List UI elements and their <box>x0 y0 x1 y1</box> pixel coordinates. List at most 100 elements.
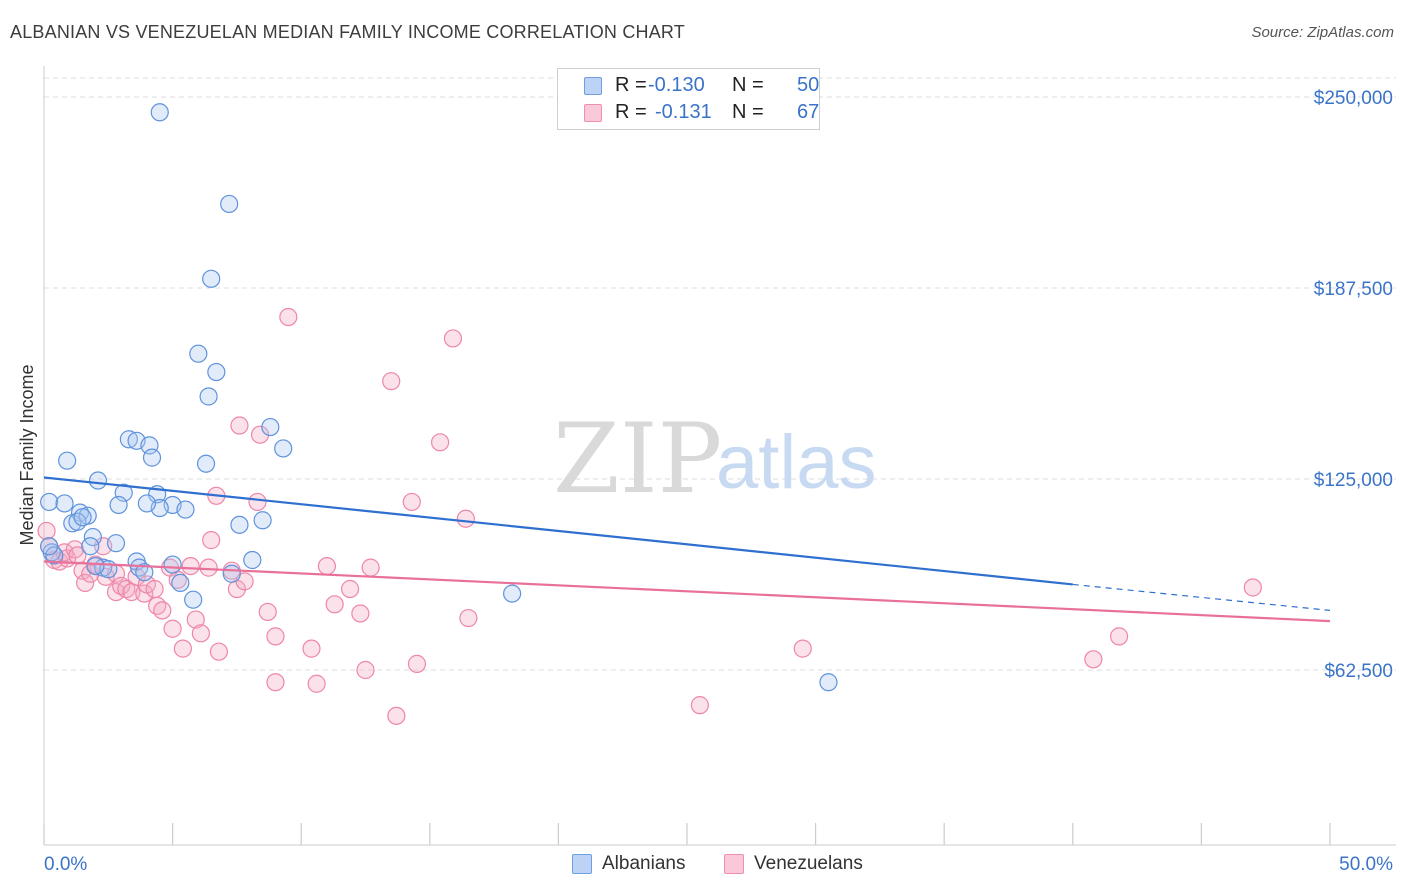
venezuelan-point <box>266 673 285 692</box>
albanian-point <box>135 563 154 582</box>
source-label: Source: ZipAtlas.com <box>1251 24 1394 41</box>
venezuelan-point <box>351 604 370 623</box>
x-tick-label: 0.0% <box>44 854 87 875</box>
venezuelan-point <box>340 579 360 599</box>
albanian-point <box>253 511 272 530</box>
venezuelan-point <box>186 610 205 629</box>
albanian-point <box>176 500 195 519</box>
x-tick-labels: 0.0% 50.0% <box>44 854 1393 875</box>
n-label: N = <box>732 101 764 123</box>
albanian-point <box>45 546 64 565</box>
y-tick-label: $62,500 <box>1324 661 1393 682</box>
albanian-point <box>274 439 293 458</box>
y-tick-labels: $62,500 $125,000 $187,500 $250,000 <box>1314 88 1393 682</box>
albanian-point <box>119 430 138 449</box>
albanian-point <box>196 454 216 473</box>
venezuelan-point <box>302 639 321 658</box>
y-tick-label: $187,500 <box>1314 279 1393 300</box>
y-axis-label: Median Family Income <box>17 364 37 545</box>
albanian-point <box>220 194 239 214</box>
albanian-point <box>86 556 105 576</box>
axes <box>43 66 1396 846</box>
albanians-swatch <box>572 854 592 874</box>
albanian-point <box>261 417 280 437</box>
venezuelan-point <box>145 579 164 599</box>
venezuelan-points <box>37 307 1262 725</box>
albanian-point <box>230 515 249 534</box>
venezuelan-point <box>258 602 277 622</box>
venezuelan-point <box>382 372 401 391</box>
albanian-point <box>88 471 108 490</box>
venezuelan-point <box>173 639 192 658</box>
r-value: -0.130 <box>648 74 705 96</box>
venezuelan-point <box>690 696 709 715</box>
venezuelan-point <box>153 601 172 620</box>
venezuelan-point <box>199 558 218 577</box>
venezuelan-point <box>325 595 344 614</box>
albanian-points <box>40 103 838 692</box>
n-label: N = <box>732 74 764 96</box>
albanian-point <box>73 508 92 527</box>
venezuelan-point <box>356 660 375 680</box>
y-tick-label: $125,000 <box>1314 470 1393 491</box>
venezuelan-point <box>112 576 131 596</box>
albanian-point <box>207 362 226 382</box>
venezuelan-point <box>181 556 200 576</box>
r-label: R = <box>615 74 647 96</box>
trend-lines <box>43 476 1331 623</box>
venezuelan-trend-line <box>43 560 1331 623</box>
albanians-swatch <box>584 77 602 95</box>
venezuelan-point <box>76 573 95 593</box>
venezuelan-point <box>1084 650 1103 669</box>
albanian-point <box>202 269 221 288</box>
r-label: R = <box>615 101 647 123</box>
venezuelans-swatch <box>724 854 744 874</box>
albanian-point <box>171 573 190 593</box>
venezuelan-point <box>317 556 337 576</box>
albanian-trend-line <box>43 476 1073 586</box>
albanian-point <box>503 584 522 603</box>
venezuelan-point <box>456 509 475 528</box>
venezuelan-point <box>361 558 380 577</box>
venezuelan-point <box>430 433 450 452</box>
series-legend: Albanians Venezuelans <box>0 850 1406 880</box>
x-tick-label: 50.0% <box>1339 854 1393 875</box>
venezuelan-point <box>443 329 463 348</box>
venezuelan-point <box>1243 578 1262 597</box>
watermark: ZIP atlas <box>553 403 877 515</box>
albanian-point <box>137 494 156 513</box>
venezuelan-point <box>209 642 228 661</box>
stats-legend: R = -0.130 N = 50 R = -0.131 N = 67 <box>557 68 820 130</box>
watermark-zip: ZIP <box>553 403 722 515</box>
albanian-point <box>109 495 128 515</box>
y-tick-label: $250,000 <box>1314 88 1393 109</box>
albanian-point <box>163 555 182 574</box>
venezuelan-point <box>250 425 270 444</box>
venezuelan-point <box>266 627 285 646</box>
watermark-atlas: atlas <box>716 420 877 505</box>
venezuelan-point <box>459 608 478 628</box>
albanian-point <box>40 492 59 512</box>
legend-label: Albanians <box>602 853 686 874</box>
albanian-point <box>189 344 208 363</box>
venezuelan-point <box>37 521 56 541</box>
albanian-point <box>58 451 77 470</box>
venezuelan-point <box>1109 627 1129 646</box>
albanian-point <box>106 534 126 553</box>
albanian-point <box>199 387 218 406</box>
albanian-point <box>222 564 241 583</box>
venezuelan-point <box>307 674 326 693</box>
albanian-trend-extension <box>1072 583 1331 612</box>
venezuelan-point <box>387 706 406 725</box>
venezuelan-point <box>163 619 182 638</box>
n-value: 50 <box>797 74 820 96</box>
venezuelan-point <box>202 531 221 550</box>
venezuelan-point <box>407 654 427 673</box>
albanian-point <box>243 550 262 570</box>
n-value: 67 <box>797 101 820 123</box>
venezuelan-point <box>793 639 812 658</box>
albanian-point <box>81 537 100 556</box>
chart-title: ALBANIAN VS VENEZUELAN MEDIAN FAMILY INC… <box>10 22 686 42</box>
venezuelans-swatch <box>584 104 602 122</box>
